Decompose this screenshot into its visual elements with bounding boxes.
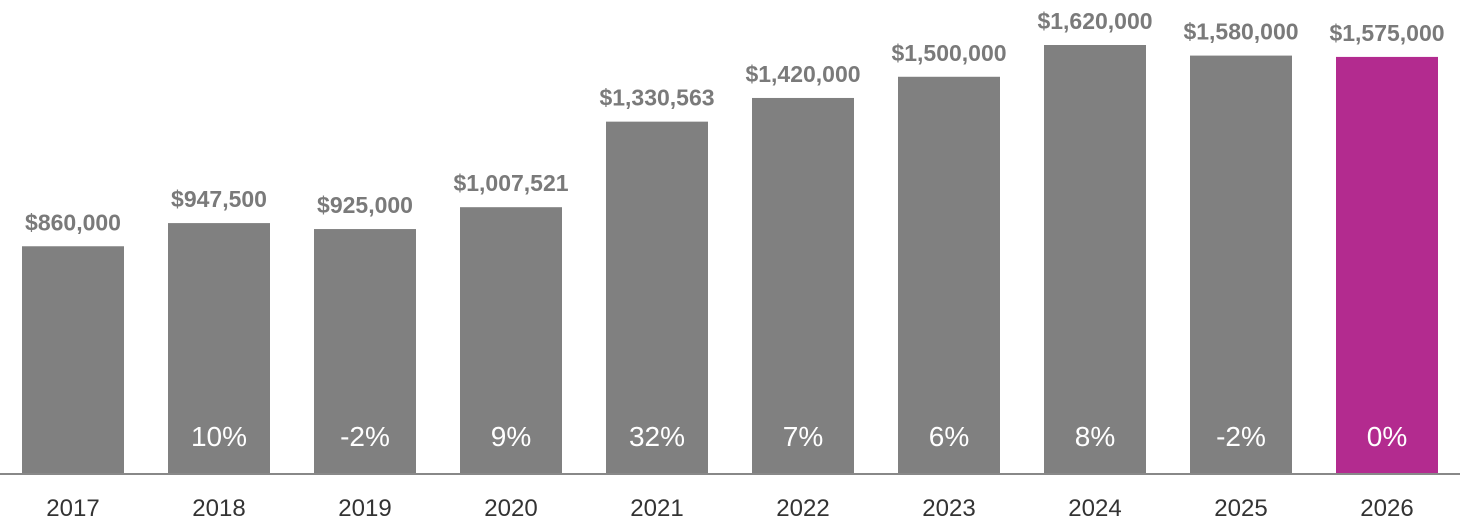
- x-tick-label-2026: 2026: [1360, 495, 1413, 522]
- x-tick-label-2020: 2020: [484, 495, 537, 522]
- bar-2018: [168, 223, 270, 474]
- x-tick-label-2019: 2019: [338, 495, 391, 522]
- change-label-2018: 10%: [191, 421, 247, 452]
- value-label-2017: $860,000: [25, 209, 121, 235]
- value-label-2026: $1,575,000: [1329, 20, 1444, 46]
- value-label-2023: $1,500,000: [891, 40, 1006, 66]
- bar-2020: [460, 207, 562, 474]
- value-label-2019: $925,000: [317, 192, 413, 218]
- x-tick-label-2018: 2018: [192, 495, 245, 522]
- value-label-2018: $947,500: [171, 186, 267, 212]
- value-label-2020: $1,007,521: [453, 170, 568, 196]
- bars-group: [22, 45, 1438, 475]
- x-tick-label-2022: 2022: [776, 495, 829, 522]
- change-label-2019: -2%: [340, 421, 390, 452]
- change-label-2023: 6%: [929, 421, 969, 452]
- change-label-2025: -2%: [1216, 421, 1266, 452]
- x-tick-label-2024: 2024: [1068, 495, 1121, 522]
- change-label-2022: 7%: [783, 421, 823, 452]
- bar-2019: [314, 229, 416, 474]
- value-label-2024: $1,620,000: [1037, 8, 1152, 34]
- value-label-2021: $1,330,563: [599, 85, 714, 111]
- labels-group: $860,000 2017 $947,500 10% 2018 $925,000 -2% 20…: [25, 8, 1445, 522]
- bar-2017: [22, 246, 124, 474]
- value-label-2025: $1,580,000: [1183, 19, 1298, 45]
- x-tick-label-2025: 2025: [1214, 495, 1267, 522]
- x-tick-label-2023: 2023: [922, 495, 975, 522]
- change-label-2021: 32%: [629, 421, 685, 452]
- bar-2022: [752, 97, 854, 475]
- bar-2024: [1044, 45, 1146, 474]
- change-label-2026: 0%: [1367, 421, 1407, 452]
- change-label-2020: 9%: [491, 421, 531, 452]
- bar-2023: [898, 76, 1000, 475]
- bar-2025: [1190, 55, 1292, 475]
- bar-2021: [606, 121, 708, 474]
- x-tick-label-2017: 2017: [46, 495, 99, 522]
- change-label-2024: 8%: [1075, 421, 1115, 452]
- bar-2026: [1336, 56, 1438, 475]
- value-label-2022: $1,420,000: [745, 61, 860, 87]
- x-tick-label-2021: 2021: [630, 495, 683, 522]
